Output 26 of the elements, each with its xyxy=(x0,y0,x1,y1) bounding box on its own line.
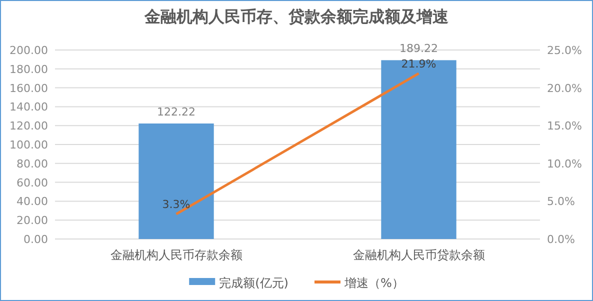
y-tick-label: 40.00 xyxy=(16,195,48,208)
y-tick-label: 160.00 xyxy=(10,82,48,95)
y2-tick-label: 15.0% xyxy=(547,120,582,133)
x-tick-label: 金融机构人民币贷款余额 xyxy=(352,248,485,262)
y-tick-label: 20.00 xyxy=(16,214,48,228)
y-tick-label: 140.00 xyxy=(10,100,48,114)
data-label: 189.22 xyxy=(400,42,438,56)
y-tick-label: 200.00 xyxy=(10,44,48,57)
y2-tick-label: 25.0% xyxy=(547,44,582,57)
y2-tick-label: 10.0% xyxy=(547,157,582,170)
y-tick-label: 180.00 xyxy=(10,62,48,76)
data-label: 3.3% xyxy=(162,198,190,212)
y-tick-label: 120.00 xyxy=(10,120,48,133)
legend-label: 完成额(亿元) xyxy=(219,276,288,290)
y2-tick-label: 20.0% xyxy=(547,82,582,95)
y2-tick-label: 5.0% xyxy=(547,195,575,208)
y-tick-label: 100.00 xyxy=(10,138,48,152)
x-tick-label: 金融机构人民币存款余额 xyxy=(110,248,242,262)
legend-label: 增速（%） xyxy=(343,276,404,290)
y-tick-label: 60.00 xyxy=(16,176,48,190)
y2-tick-label: 0.0% xyxy=(547,233,575,246)
chart-title: 金融机构人民币存、贷款余额完成额及增速 xyxy=(144,7,450,26)
y-tick-label: 0.00 xyxy=(24,233,48,246)
data-label: 122.22 xyxy=(157,106,196,118)
y-tick-label: 80.00 xyxy=(16,157,48,170)
data-label: 21.9% xyxy=(401,57,436,70)
